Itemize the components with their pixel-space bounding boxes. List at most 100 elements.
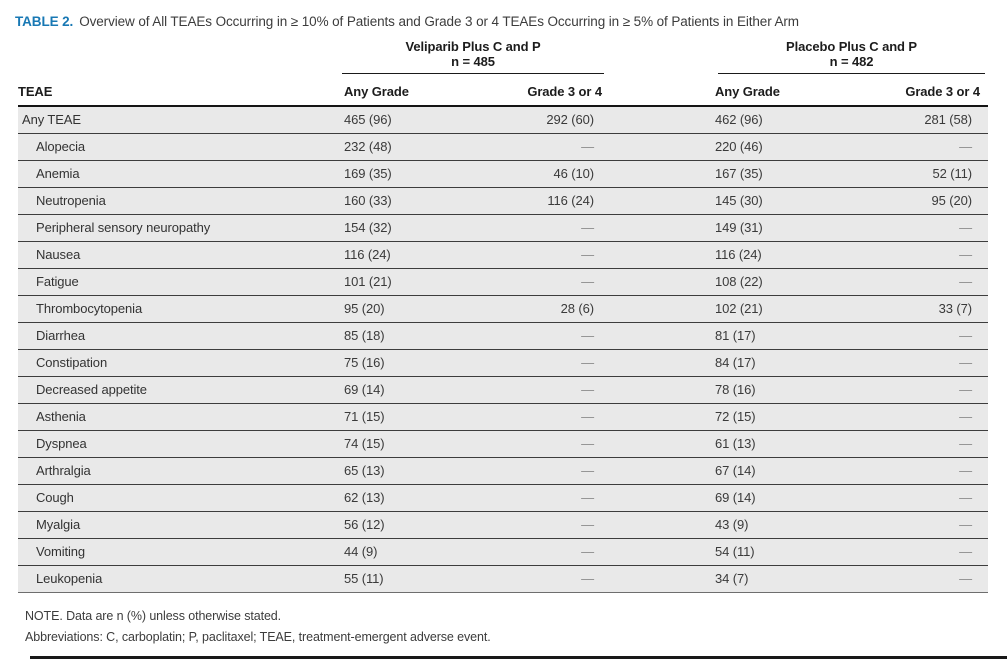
- veliparib-any-grade-value: 56 (12): [342, 511, 492, 539]
- veliparib-grade34-value: —: [492, 430, 604, 458]
- column-header-veliparib-grade34: Grade 3 or 4: [492, 74, 604, 107]
- teae-label: Dyspnea: [18, 430, 342, 458]
- table-row: Thrombocytopenia 95 (20) 28 (6) 102 (21)…: [18, 295, 988, 323]
- veliparib-any-grade-value: 44 (9): [342, 538, 492, 566]
- placebo-any-grade-value: 54 (11): [604, 538, 834, 566]
- placebo-any-grade-value: 72 (15): [604, 403, 834, 431]
- table-header: Veliparib Plus C and P n = 485 Placebo P…: [18, 36, 988, 107]
- veliparib-arm-name: Veliparib Plus C and P: [405, 39, 541, 54]
- placebo-grade34-value: —: [834, 322, 988, 350]
- table-row: Alopecia 232 (48) — 220 (46) —: [18, 133, 988, 161]
- table-number-label: TABLE 2.: [15, 14, 74, 29]
- teae-label: Neutropenia: [18, 187, 342, 215]
- veliparib-grade34-value: —: [492, 403, 604, 431]
- placebo-arm-group-header: Placebo Plus C and P n = 482: [604, 36, 988, 74]
- veliparib-grade34-value: —: [492, 214, 604, 242]
- teae-table: Veliparib Plus C and P n = 485 Placebo P…: [18, 36, 988, 593]
- column-header-veliparib-any-grade: Any Grade: [342, 74, 492, 107]
- veliparib-any-grade-value: 154 (32): [342, 214, 492, 242]
- placebo-any-grade-value: 78 (16): [604, 376, 834, 404]
- table-row: Neutropenia 160 (33) 116 (24) 145 (30) 9…: [18, 187, 988, 215]
- veliparib-grade34-value: —: [492, 133, 604, 161]
- veliparib-any-grade-value: 95 (20): [342, 295, 492, 323]
- veliparib-grade34-value: —: [492, 268, 604, 296]
- placebo-any-grade-value: 61 (13): [604, 430, 834, 458]
- teae-label: Nausea: [18, 241, 342, 269]
- placebo-grade34-value: 95 (20): [834, 187, 988, 215]
- veliparib-grade34-value: 116 (24): [492, 187, 604, 215]
- teae-label: Thrombocytopenia: [18, 295, 342, 323]
- veliparib-grade34-value: —: [492, 322, 604, 350]
- column-header-placebo-grade34: Grade 3 or 4: [834, 74, 988, 107]
- placebo-grade34-value: —: [834, 349, 988, 377]
- teae-label: Asthenia: [18, 403, 342, 431]
- teae-label: Peripheral sensory neuropathy: [18, 214, 342, 242]
- placebo-grade34-value: —: [834, 268, 988, 296]
- table-row: Any TEAE 465 (96) 292 (60) 462 (96) 281 …: [18, 106, 988, 134]
- veliparib-any-grade-value: 169 (35): [342, 160, 492, 188]
- veliparib-grade34-value: —: [492, 565, 604, 593]
- table-title-text: Overview of All TEAEs Occurring in ≥ 10%…: [79, 14, 799, 29]
- placebo-grade34-value: —: [834, 565, 988, 593]
- placebo-grade34-value: —: [834, 511, 988, 539]
- table-row: Vomiting 44 (9) — 54 (11) —: [18, 538, 988, 566]
- table-row: Nausea 116 (24) — 116 (24) —: [18, 241, 988, 269]
- bottom-rule: [30, 655, 1007, 659]
- veliparib-any-grade-value: 160 (33): [342, 187, 492, 215]
- column-header-row: TEAE Any Grade Grade 3 or 4 Any Grade Gr…: [18, 74, 988, 107]
- placebo-any-grade-value: 69 (14): [604, 484, 834, 512]
- placebo-any-grade-value: 145 (30): [604, 187, 834, 215]
- table-row: Constipation 75 (16) — 84 (17) —: [18, 349, 988, 377]
- veliparib-grade34-value: 28 (6): [492, 295, 604, 323]
- placebo-arm-name: Placebo Plus C and P: [786, 39, 917, 54]
- veliparib-grade34-value: —: [492, 376, 604, 404]
- placebo-grade34-value: —: [834, 241, 988, 269]
- teae-label: Cough: [18, 484, 342, 512]
- table-row: Peripheral sensory neuropathy 154 (32) —…: [18, 214, 988, 242]
- veliparib-grade34-value: —: [492, 349, 604, 377]
- placebo-grade34-value: —: [834, 484, 988, 512]
- teae-label: Vomiting: [18, 538, 342, 566]
- placebo-grade34-value: —: [834, 538, 988, 566]
- table-row: Anemia 169 (35) 46 (10) 167 (35) 52 (11): [18, 160, 988, 188]
- placebo-any-grade-value: 108 (22): [604, 268, 834, 296]
- teae-label: Decreased appetite: [18, 376, 342, 404]
- placebo-grade34-value: —: [834, 214, 988, 242]
- veliparib-any-grade-value: 65 (13): [342, 457, 492, 485]
- placebo-any-grade-value: 167 (35): [604, 160, 834, 188]
- veliparib-any-grade-value: 85 (18): [342, 322, 492, 350]
- teae-label: Diarrhea: [18, 322, 342, 350]
- veliparib-any-grade-value: 101 (21): [342, 268, 492, 296]
- teae-label: Anemia: [18, 160, 342, 188]
- veliparib-any-grade-value: 55 (11): [342, 565, 492, 593]
- placebo-any-grade-value: 34 (7): [604, 565, 834, 593]
- table-row: Arthralgia 65 (13) — 67 (14) —: [18, 457, 988, 485]
- placebo-grade34-value: —: [834, 430, 988, 458]
- veliparib-grade34-value: —: [492, 511, 604, 539]
- column-header-placebo-any-grade: Any Grade: [604, 74, 834, 107]
- veliparib-any-grade-value: 465 (96): [342, 106, 492, 134]
- placebo-any-grade-value: 462 (96): [604, 106, 834, 134]
- table-row: Diarrhea 85 (18) — 81 (17) —: [18, 322, 988, 350]
- placebo-any-grade-value: 116 (24): [604, 241, 834, 269]
- veliparib-grade34-value: —: [492, 457, 604, 485]
- veliparib-arm-group-header: Veliparib Plus C and P n = 485: [342, 36, 604, 74]
- table-row: Leukopenia 55 (11) — 34 (7) —: [18, 565, 988, 593]
- placebo-arm-n: n = 482: [829, 54, 874, 69]
- teae-label: Any TEAE: [18, 106, 342, 134]
- column-header-teae: TEAE: [18, 74, 342, 107]
- veliparib-any-grade-value: 69 (14): [342, 376, 492, 404]
- teae-label: Fatigue: [18, 268, 342, 296]
- veliparib-grade34-value: —: [492, 484, 604, 512]
- veliparib-any-grade-value: 116 (24): [342, 241, 492, 269]
- table-row: Myalgia 56 (12) — 43 (9) —: [18, 511, 988, 539]
- veliparib-grade34-value: —: [492, 241, 604, 269]
- veliparib-arm-n: n = 485: [451, 54, 495, 69]
- placebo-grade34-value: 281 (58): [834, 106, 988, 134]
- empty-corner-cell: [18, 36, 342, 74]
- teae-label: Leukopenia: [18, 565, 342, 593]
- placebo-any-grade-value: 43 (9): [604, 511, 834, 539]
- veliparib-any-grade-value: 75 (16): [342, 349, 492, 377]
- veliparib-grade34-value: 292 (60): [492, 106, 604, 134]
- table-row: Cough 62 (13) — 69 (14) —: [18, 484, 988, 512]
